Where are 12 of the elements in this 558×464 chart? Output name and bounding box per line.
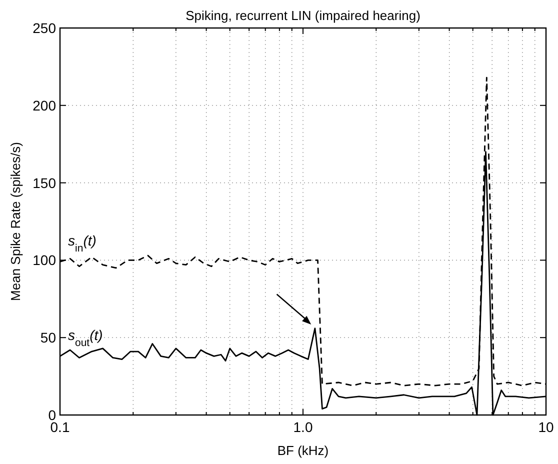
y-tick-label: 50 [40, 330, 56, 346]
y-tick-label: 250 [32, 20, 56, 36]
x-tick-label: 1.0 [293, 419, 313, 435]
y-tick-label: 100 [32, 252, 56, 268]
x-axis-title: BF (kHz) [277, 443, 329, 458]
y-tick-label: 200 [32, 97, 56, 114]
chart-title: Spiking, recurrent LIN (impaired hearing) [186, 8, 420, 23]
series-label: s$_{in}$(t) [68, 232, 96, 255]
y-tick-label: 150 [32, 174, 56, 191]
x-tick-label: 10 [538, 419, 554, 435]
series-label: s$_{out}$(t) [68, 327, 103, 350]
y-axis-title: Mean Spike Rate (spikes/s) [8, 142, 23, 301]
